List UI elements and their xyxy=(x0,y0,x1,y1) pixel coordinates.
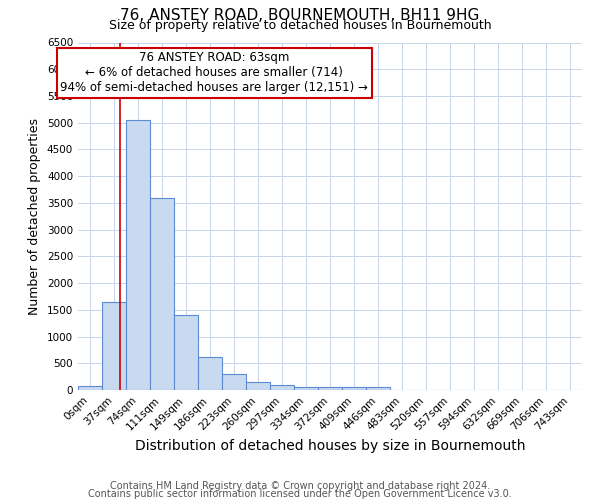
Bar xyxy=(174,315,198,390)
Bar xyxy=(366,387,390,390)
Bar xyxy=(78,386,102,390)
Bar xyxy=(198,357,222,390)
Text: 76, ANSTEY ROAD, BOURNEMOUTH, BH11 9HG: 76, ANSTEY ROAD, BOURNEMOUTH, BH11 9HG xyxy=(121,8,479,22)
Bar xyxy=(294,387,318,390)
Bar xyxy=(222,374,246,390)
Bar xyxy=(270,385,294,390)
Text: 76 ANSTEY ROAD: 63sqm
← 6% of detached houses are smaller (714)
94% of semi-deta: 76 ANSTEY ROAD: 63sqm ← 6% of detached h… xyxy=(60,51,368,94)
Bar xyxy=(102,302,126,390)
Bar xyxy=(150,198,174,390)
Bar xyxy=(126,120,150,390)
Y-axis label: Number of detached properties: Number of detached properties xyxy=(28,118,41,315)
Text: Contains HM Land Registry data © Crown copyright and database right 2024.: Contains HM Land Registry data © Crown c… xyxy=(110,481,490,491)
Bar xyxy=(318,388,342,390)
X-axis label: Distribution of detached houses by size in Bournemouth: Distribution of detached houses by size … xyxy=(135,438,525,452)
Bar xyxy=(246,382,270,390)
Text: Contains public sector information licensed under the Open Government Licence v3: Contains public sector information licen… xyxy=(88,489,512,499)
Text: Size of property relative to detached houses in Bournemouth: Size of property relative to detached ho… xyxy=(109,19,491,32)
Bar xyxy=(342,388,366,390)
